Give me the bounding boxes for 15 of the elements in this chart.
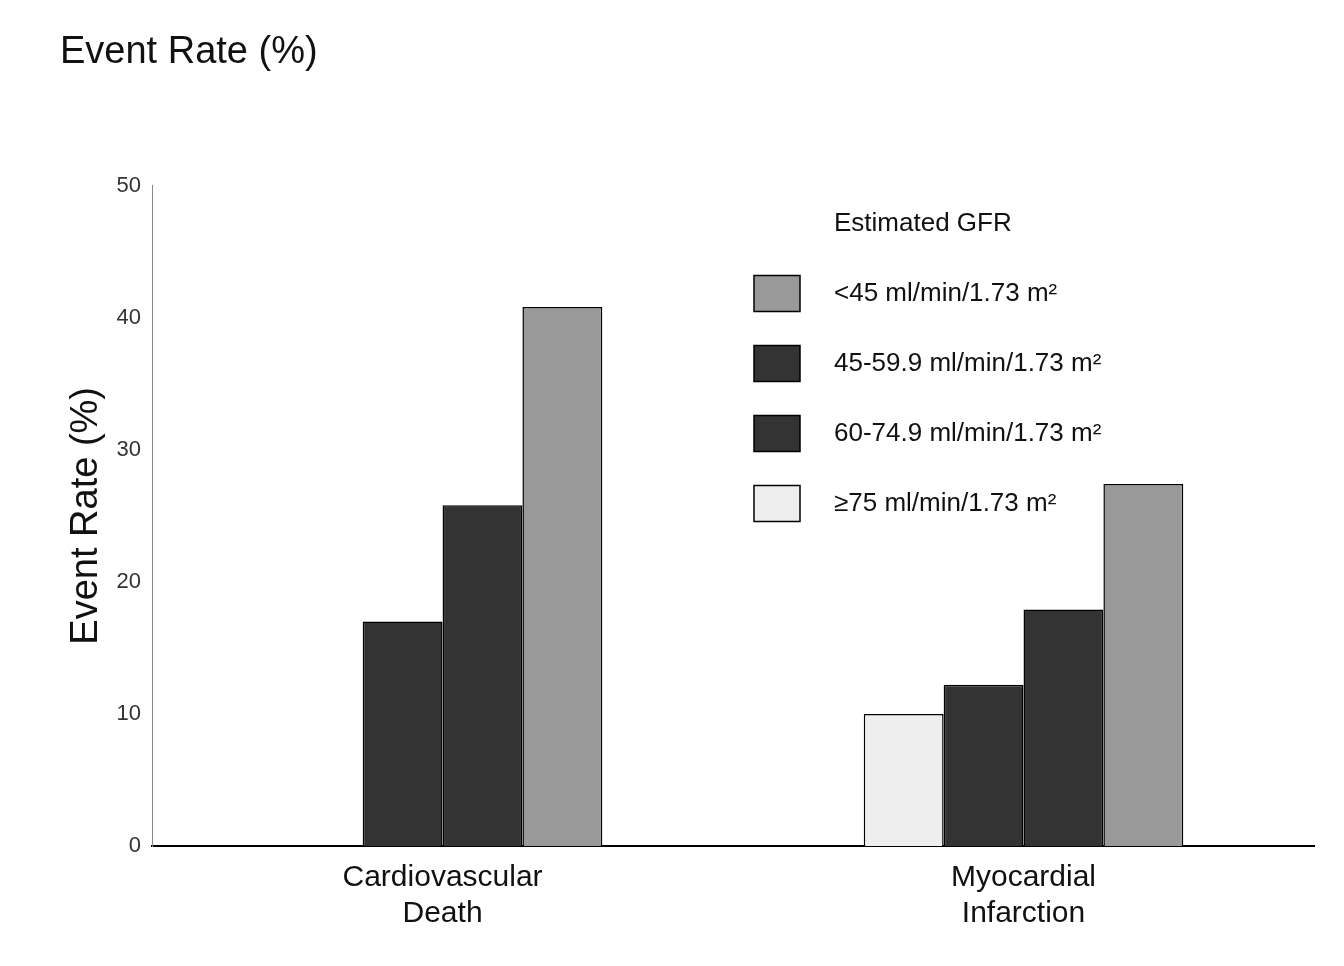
legend-label: 60-74.9 ml/min/1.73 m² — [834, 416, 1102, 447]
legend-label: ≥75 ml/min/1.73 m² — [834, 486, 1057, 517]
x-tick-label: Myocardial Infarction — [950, 859, 1097, 929]
legend-label: 45-59.9 ml/min/1.73 m² — [834, 346, 1102, 377]
chart-title: Event Rate (%) — [60, 29, 318, 72]
y-tick-label: 30 — [116, 435, 142, 461]
legend-label: <45 ml/min/1.73 m² — [834, 276, 1058, 307]
y-tick-label: 20 — [116, 567, 142, 593]
y-tick-label: 50 — [116, 171, 142, 197]
x-tick-label: Cardiovascular Death — [342, 859, 543, 929]
y-axis-title: Event Rate (%) — [63, 386, 106, 645]
y-tick-label: 40 — [116, 303, 142, 329]
legend-title: Estimated GFR — [834, 206, 1012, 237]
y-tick-label: 0 — [128, 832, 142, 858]
y-tick-label: 10 — [116, 699, 142, 725]
